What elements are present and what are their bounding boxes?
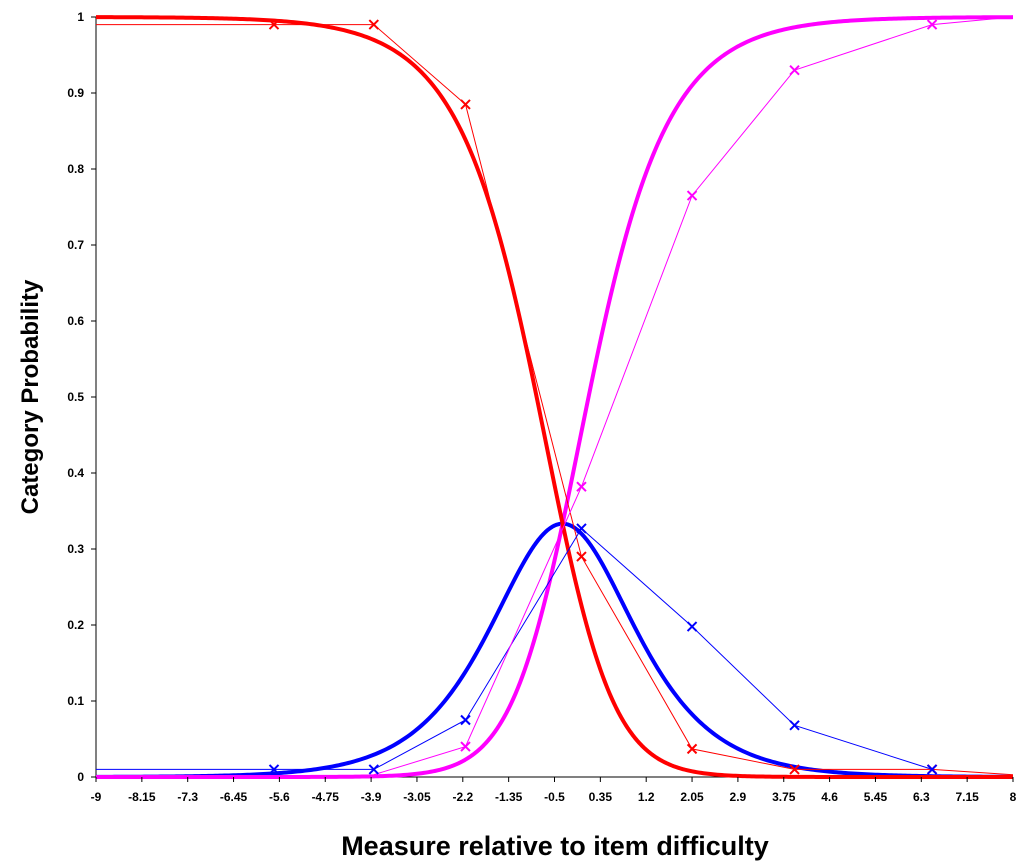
observed-point-category-2 [576, 481, 587, 492]
x-tick-label: 1.2 [638, 790, 655, 804]
observed-point-category-0 [789, 764, 800, 775]
x-tick-label: -5.6 [269, 790, 290, 804]
y-tick-label: 0.9 [67, 86, 84, 100]
x-tick-label: 7.15 [955, 790, 979, 804]
x-tick-label: 6.3 [913, 790, 930, 804]
observed-point-category-0 [460, 99, 471, 110]
x-tick-label: 2.9 [730, 790, 747, 804]
y-tick-label: 0.8 [67, 162, 84, 176]
y-tick-label: 0 [77, 770, 84, 784]
observed-point-category-1 [789, 720, 800, 731]
x-tick-label: 5.45 [864, 790, 888, 804]
x-axis-title: Measure relative to item difficulty [341, 831, 769, 861]
y-tick-label: 0.1 [67, 694, 84, 708]
y-tick-label: 0.6 [67, 314, 84, 328]
y-axis-ticks: 0 0.1 0.2 0.3 0.4 0.5 0.6 0.7 0.8 0.9 1 [67, 10, 96, 784]
observed-point-category-2 [789, 64, 800, 76]
observed-point-category-0 [576, 551, 587, 562]
model-curve-category-0 [95, 15, 1013, 779]
y-axis-title: Category Probability [17, 279, 44, 514]
x-tick-label: 2.05 [680, 790, 704, 804]
observed-point-category-1 [686, 621, 698, 632]
observed-point-category-1 [926, 764, 938, 775]
observed-line-category-0 [96, 24, 1014, 776]
x-tick-label: -8.15 [128, 790, 156, 804]
x-tick-label: -0.5 [544, 790, 565, 804]
x-tick-label: 4.6 [821, 790, 838, 804]
model-curve-category-1 [95, 521, 1014, 779]
observed-point-category-2 [926, 19, 938, 30]
x-tick-label: -2.2 [452, 790, 473, 804]
x-tick-label: -7.3 [177, 790, 198, 804]
model-curve-category-2 [96, 15, 1014, 779]
observed-point-category-1 [576, 523, 587, 534]
x-tick-label: -3.9 [361, 790, 382, 804]
y-tick-label: 0.5 [67, 390, 84, 404]
y-tick-label: 1 [77, 10, 84, 24]
x-tick-label: -1.35 [495, 790, 523, 804]
x-axis-ticks: -9 -8.15 -7.3 -6.45 -5.6 -4.75 -3.9 -3.05 -2.2 -1… [91, 777, 1017, 804]
observed-line-category-1 [96, 527, 933, 770]
y-tick-label: 0.4 [67, 466, 84, 480]
observed-point-category-1 [460, 714, 471, 726]
y-tick-label: 0.2 [67, 618, 84, 632]
observed-point-category-0 [368, 19, 380, 30]
x-tick-label: -6.45 [220, 790, 248, 804]
observed-point-category-1 [368, 764, 380, 775]
x-tick-label: -9 [91, 790, 102, 804]
x-tick-label: -3.05 [403, 790, 431, 804]
y-tick-label: 0.7 [67, 238, 84, 252]
y-tick-label: 0.3 [67, 542, 84, 556]
x-tick-label: -4.75 [312, 790, 340, 804]
observed-point-category-2 [686, 190, 698, 201]
observed-point-category-0 [686, 743, 698, 755]
observed-point-category-2 [460, 741, 471, 752]
x-tick-label: 3.75 [772, 790, 796, 804]
x-tick-label: 0.35 [589, 790, 613, 804]
plot-area [95, 15, 1014, 779]
x-tick-label: 8 [1010, 790, 1017, 804]
observed-point-category-1 [268, 764, 280, 775]
observed-point-category-0 [268, 19, 280, 30]
